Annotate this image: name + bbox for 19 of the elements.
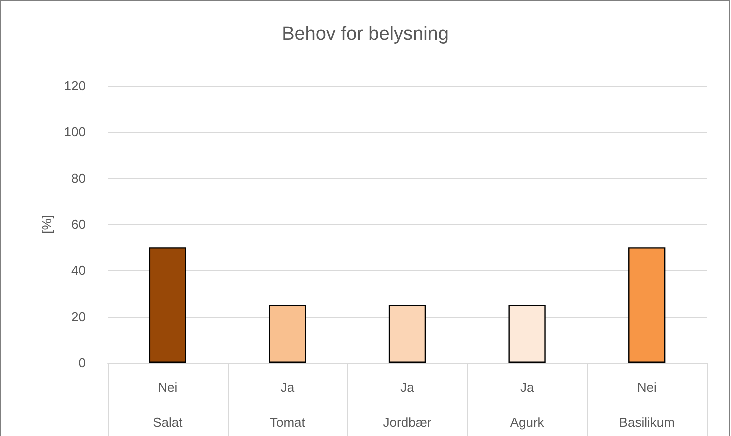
y-tick-label: 20 — [72, 309, 86, 324]
y-tick-label: 0 — [78, 356, 86, 370]
y-tick-label: 40 — [72, 263, 86, 278]
x-tick-label: Jordbær — [383, 415, 432, 430]
x-tick-label: Salat — [153, 415, 184, 430]
y-axis-title: [%] — [39, 215, 54, 234]
text: Nei — [158, 380, 178, 395]
y-tick-label: 120 — [64, 78, 86, 94]
x-tick-label: Agurk — [510, 415, 545, 430]
y-tick-label: 80 — [72, 170, 86, 186]
y-tick-label: 60 — [72, 217, 86, 232]
text: Ja — [400, 380, 416, 395]
chart-title: Behov for belysning — [282, 24, 449, 45]
y-tick-label: 100 — [64, 124, 86, 140]
text: Ja — [520, 380, 535, 395]
text: Nei — [637, 380, 657, 395]
x-tick-label: Basilikum — [619, 415, 675, 430]
x-tick-label: Tomat — [270, 415, 306, 430]
text: Ja — [280, 380, 296, 395]
